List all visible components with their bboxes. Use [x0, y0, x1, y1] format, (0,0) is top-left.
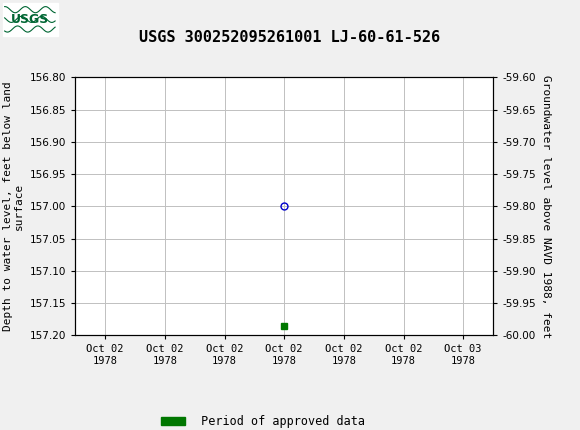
Text: USGS 300252095261001 LJ-60-61-526: USGS 300252095261001 LJ-60-61-526 [139, 30, 441, 45]
Y-axis label: Depth to water level, feet below land
surface: Depth to water level, feet below land su… [3, 82, 24, 331]
Legend:  Period of approved data: Period of approved data [157, 410, 370, 430]
Y-axis label: Groundwater level above NAVD 1988, feet: Groundwater level above NAVD 1988, feet [541, 75, 551, 338]
Text: USGS: USGS [12, 13, 49, 26]
FancyBboxPatch shape [3, 3, 58, 36]
